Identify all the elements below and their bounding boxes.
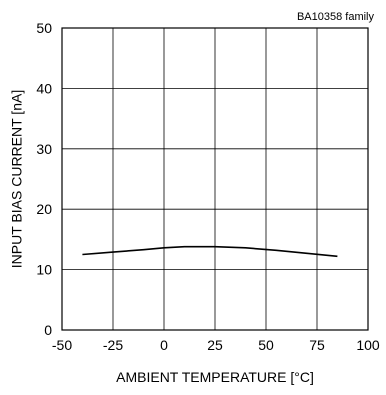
y-tick-label: 30	[36, 141, 52, 157]
y-tick-label: 50	[36, 20, 52, 36]
x-tick-label: -50	[52, 337, 72, 353]
x-tick-label: -25	[103, 337, 123, 353]
x-tick-label: 0	[160, 337, 168, 353]
y-tick-label: 0	[44, 322, 52, 338]
chart-annotation: BA10358 family	[297, 11, 375, 23]
y-tick-label: 40	[36, 80, 52, 96]
tick-labels: -50 -25 0 25 50 75 100 0 10 20 30 40 50	[36, 20, 379, 353]
y-axis-title: INPUT BIAS CURRENT [nA]	[9, 90, 25, 268]
y-tick-label: 10	[36, 262, 52, 278]
plot-frame	[61, 27, 369, 331]
grid	[62, 28, 368, 330]
x-tick-label: 75	[309, 337, 325, 353]
x-axis-title: AMBIENT TEMPERATURE [°C]	[116, 369, 314, 385]
series-line-input-bias-current	[82, 245, 338, 258]
y-tick-label: 20	[36, 201, 52, 217]
x-tick-label: 50	[258, 337, 274, 353]
x-tick-label: 25	[207, 337, 223, 353]
x-tick-label: 100	[356, 337, 380, 353]
